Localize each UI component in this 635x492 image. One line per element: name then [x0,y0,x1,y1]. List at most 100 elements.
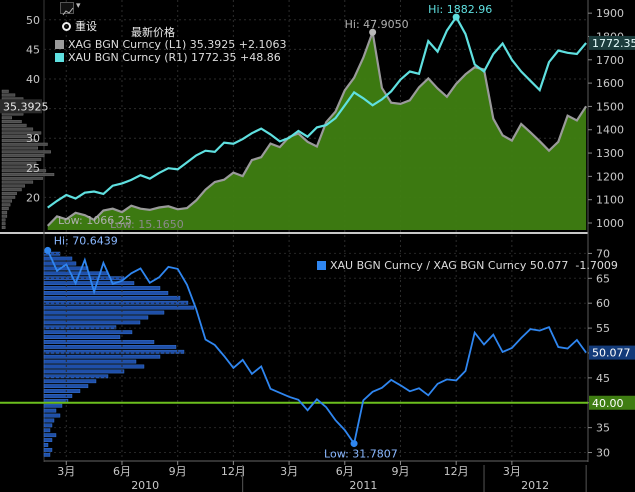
ratio-tick-label: 30 [596,447,610,460]
ratio-distribution-bar [43,271,109,276]
ratio-distribution-bar [43,335,121,339]
ratio-last-tag: 50.077 [592,347,631,360]
xag-area [47,32,587,231]
ratio-distribution-bar [43,428,51,433]
ratio-distribution-bar [43,443,49,447]
x-tick-label: 6月 [336,465,354,478]
xau-last-tag-bg [589,35,635,50]
legend-last-xag: 35.3925 [189,38,236,51]
ratio-distribution-bar [43,291,169,295]
reference-tag: 40.00 [592,397,624,410]
ratio-distribution-bar [43,256,73,261]
ratio-distribution-bar [43,354,161,359]
volume-profile-bar [1,226,6,230]
legend-name-xau: XAU BGN Curncy [68,51,161,64]
reset-button[interactable]: 重设 [62,18,97,34]
right-tick-label: 1500 [596,100,624,113]
legend-last-xau: 1772.35 [190,51,237,64]
xau-low-label: Low: 1066.25 [58,214,132,227]
volume-profile-bar [1,188,22,192]
volume-profile-bar [1,150,51,154]
ratio-distribution-bar [43,423,53,428]
volume-profile-bar [1,138,37,142]
ratio-tick-label: 65 [596,272,610,285]
xag-last-tag: 35.3925 [3,100,49,113]
volume-profile-bar [1,142,48,146]
volume-profile-bar [1,146,38,150]
left-tick-label: 45 [26,43,40,56]
ratio-low-label: Low: 31.7807 [324,448,398,461]
x-tick-label: 9月 [391,465,409,478]
ratio-distribution-bar [43,394,73,398]
x-tick-label: 6月 [113,465,131,478]
chart-toolbar: ▾ [60,1,182,16]
volume-profile-bar [1,199,12,203]
x-tick-label: 3月 [57,465,75,478]
ratio-distribution-bar [43,364,145,369]
ratio-distribution-bar [43,344,177,349]
ratio-distribution-bar [43,261,77,266]
legend-swatch-ratio [317,261,326,270]
legend-name-xag: XAG BGN Curncy [68,38,162,51]
volume-profile-bar [1,123,27,127]
legend-change-xag: +2.1063 [238,38,287,51]
volume-profile-bar [1,210,8,214]
ratio-distribution-bar [43,418,55,423]
legend-item-ratio[interactable]: XAU BGN Curncy / XAG BGN Curncy 50.077 -… [317,259,618,272]
ratio-low-marker [350,440,358,448]
volume-profile-bar [1,173,55,177]
left-tick-label: 25 [26,162,40,175]
ratio-distribution-bar [43,447,53,452]
volume-profile-bar [1,184,25,188]
xag-high-label: Hi: 47.9050 [345,18,409,31]
right-tick-label: 1000 [596,217,624,230]
ratio-tick-label: 45 [596,372,610,385]
ratio-distribution-bar [43,295,181,300]
volume-profile-bar [1,180,34,184]
reset-label: 重设 [75,20,97,33]
ratio-high-marker [44,246,52,254]
right-tick-label: 1400 [596,124,624,137]
ratio-distribution-bar [43,413,61,418]
x-tick-label: 12月 [444,465,469,478]
dropdown-chevron-icon[interactable]: ▾ [76,1,81,11]
right-tick-label: 1700 [596,54,624,67]
right-tick-label: 1200 [596,170,624,183]
legend-axis-xag: L1 [168,38,182,51]
volume-profile-bar [1,218,6,222]
ratio-tick-label: 35 [596,422,610,435]
year-label: 2010 [131,479,159,492]
xau-last-tag: 1772.35 [592,37,635,50]
legend-title: 最新价格 [131,26,175,39]
legend-item-xag[interactable]: XAG BGN Curncy (L1) 35.3925 +2.1063 [55,38,286,51]
volume-profile-bar [1,157,42,161]
xau-line [47,15,587,209]
legend-axis-xau: R1 [168,51,184,64]
ratio-distribution-bar [43,433,57,438]
lower-legend: XAU BGN Curncy / XAG BGN Curncy 50.077 -… [317,259,618,272]
ratio-high-label: Hi: 70.6439 [54,234,118,247]
legend-last-ratio: 50.077 [529,259,569,272]
left-tick-label: 40 [26,73,40,86]
ratio-distribution-bar [43,325,117,330]
volume-profile-bar [1,131,42,135]
ratio-tick-label: 70 [596,247,610,260]
xau-high-label: Hi: 1882.96 [428,3,492,16]
right-tick-label: 1600 [596,77,624,90]
legend-item-xau[interactable]: XAU BGN Curncy (R1) 1772.35 +48.86 [55,51,286,64]
ratio-distribution-bar [43,359,137,364]
ratio-distribution-bar [43,305,195,310]
volume-profile-bar [1,93,16,97]
line-chart-icon[interactable] [60,2,74,16]
ratio-distribution-bar [43,281,135,286]
volume-profile-bar [1,195,16,199]
ratio-distribution-bar [43,452,51,457]
ratio-distribution-bar [43,438,53,442]
volume-profile-bar [1,176,43,180]
ratio-distribution-bar [43,403,63,408]
x-tick-label: 12月 [221,465,246,478]
volume-profile-bar [1,154,45,158]
xau-high-marker [452,13,460,21]
volume-profile-bar [1,203,11,207]
